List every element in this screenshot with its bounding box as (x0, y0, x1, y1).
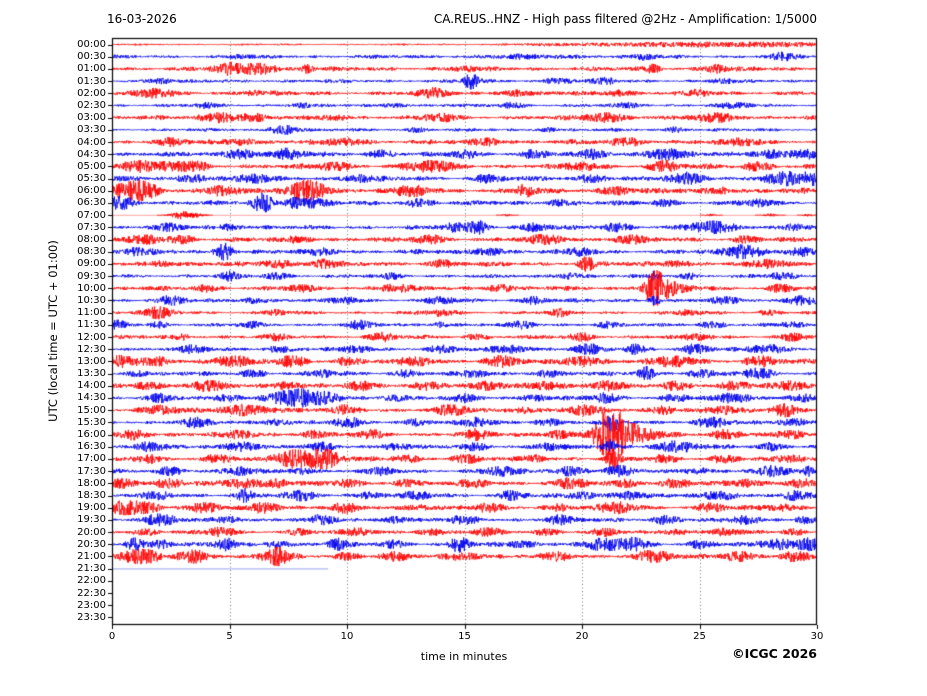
y-tick-label: 12:00 (77, 331, 106, 343)
y-tick-label: 18:30 (77, 490, 106, 501)
y-tick-label: 07:00 (77, 209, 106, 221)
y-tick-label: 06:00 (77, 185, 106, 197)
y-tick-label: 17:00 (77, 453, 106, 465)
x-tick-label: 10 (340, 631, 354, 642)
y-tick-label: 17:30 (77, 465, 106, 477)
y-tick-label: 21:00 (77, 550, 106, 562)
y-tick-label: 14:30 (77, 392, 106, 404)
y-tick-label: 13:00 (77, 355, 106, 367)
y-tick-label: 15:00 (77, 404, 106, 416)
y-tick-label: 02:30 (77, 99, 106, 111)
y-tick-label: 23:00 (77, 599, 106, 611)
y-tick-label: 21:30 (77, 563, 106, 575)
y-tick-label: 01:00 (77, 63, 106, 75)
y-tick-label: 19:00 (77, 502, 106, 514)
y-tick-label: 08:00 (77, 234, 106, 246)
y-tick-label: 05:00 (77, 160, 106, 172)
y-tick-label: 15:30 (77, 416, 106, 428)
y-tick-label: 06:30 (77, 197, 106, 209)
x-tick-label: 5 (226, 631, 233, 642)
y-tick-label: 16:30 (77, 441, 106, 453)
x-tick-label: 30 (810, 631, 824, 642)
copyright-label: ©ICGC 2026 (732, 646, 817, 661)
y-tick-label: 03:30 (77, 124, 106, 136)
y-tick-label: 10:30 (77, 294, 106, 306)
x-tick-label: 20 (575, 631, 589, 642)
y-tick-label: 00:30 (77, 51, 106, 63)
y-tick-label: 02:00 (77, 87, 106, 99)
y-tick-label: 18:00 (77, 477, 106, 489)
y-tick-label: 07:30 (77, 221, 106, 233)
y-tick-label: 04:00 (77, 136, 106, 148)
y-tick-label: 11:00 (77, 307, 106, 319)
y-tick-label: 22:30 (77, 587, 106, 599)
y-tick-label: 01:30 (77, 75, 106, 87)
y-tick-label: 00:00 (77, 39, 106, 50)
y-tick-label: 20:30 (77, 538, 106, 550)
x-tick-label: 25 (693, 631, 706, 642)
y-tick-label: 19:30 (77, 514, 106, 526)
y-tick-label: 23:30 (77, 611, 106, 623)
y-tick-label: 09:00 (77, 258, 106, 270)
y-tick-label: 20:00 (77, 526, 106, 538)
y-tick-label: 09:30 (77, 270, 106, 282)
y-tick-label: 13:30 (77, 368, 106, 380)
y-tick-label: 04:30 (77, 148, 106, 160)
y-tick-label: 10:00 (77, 282, 106, 294)
y-tick-label: 14:00 (77, 380, 106, 392)
y-tick-label: 12:30 (77, 343, 106, 355)
y-tick-label: 08:30 (77, 246, 106, 258)
x-tick-label: 0 (108, 631, 116, 642)
y-tick-label: 22:00 (77, 575, 106, 587)
y-tick-label: 16:00 (77, 429, 106, 441)
x-axis-title: time in minutes (420, 650, 508, 663)
y-tick-label: 11:30 (77, 319, 106, 331)
y-tick-label: 05:30 (77, 173, 106, 185)
y-tick-label: 03:00 (77, 112, 106, 124)
x-tick-label: 15 (458, 631, 471, 642)
